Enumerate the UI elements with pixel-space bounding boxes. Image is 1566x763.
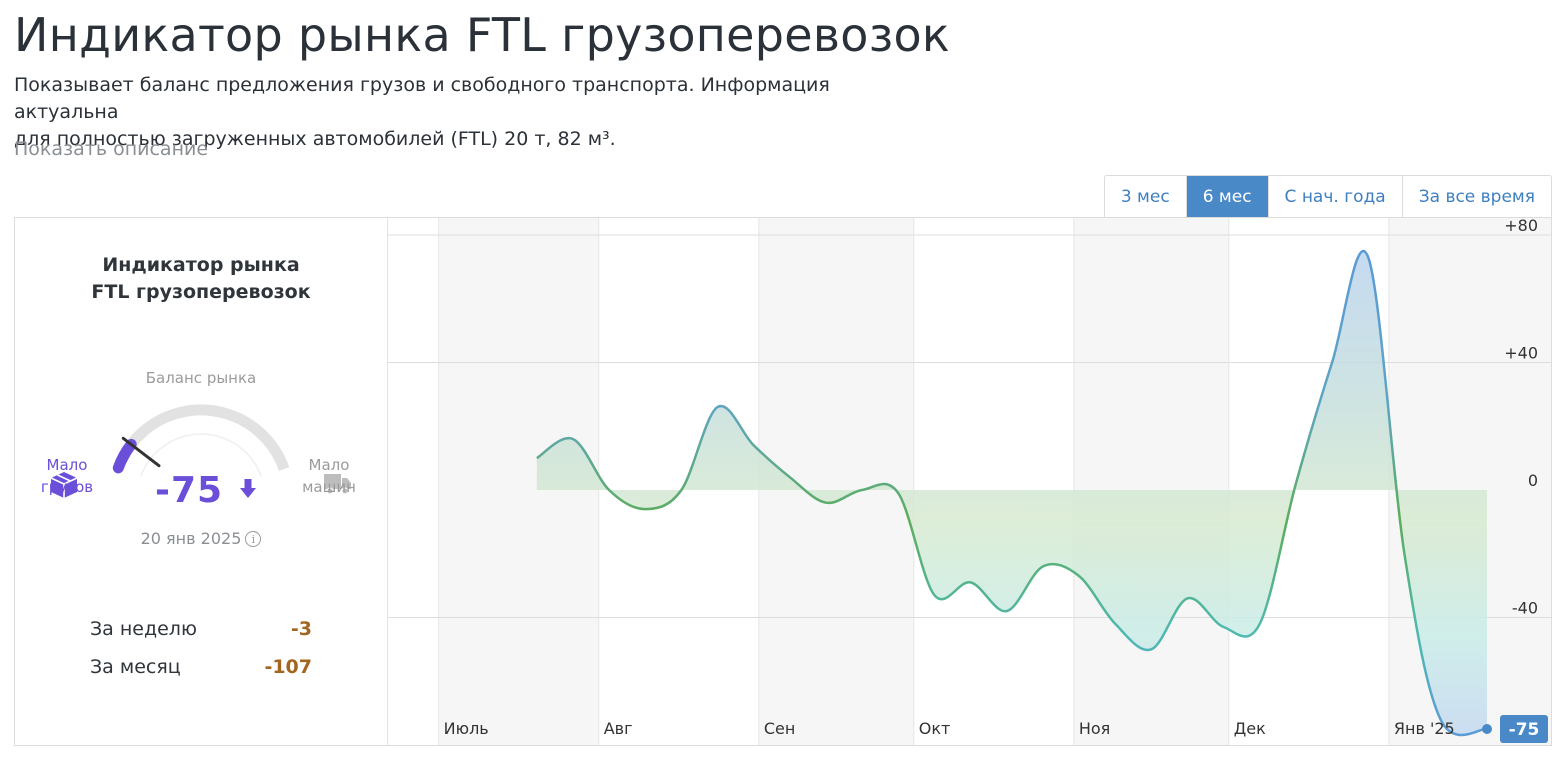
- data-point: [642, 506, 648, 512]
- data-point: [1040, 563, 1046, 569]
- x-tick-label: Дек: [1234, 719, 1266, 738]
- month-change-label: За месяц: [90, 656, 181, 678]
- x-tick-label: Авг: [604, 719, 633, 738]
- gauge-value: -75: [155, 470, 257, 511]
- gauge-date-text: 20 янв 2025: [140, 529, 242, 548]
- gauge-fill: [112, 438, 137, 474]
- y-tick-label: +40: [1504, 343, 1538, 362]
- market-balance-gauge: [50, 404, 351, 498]
- x-tick-labels: Июль Авг Сен Окт Ноя Дек Янв '25: [444, 719, 1455, 738]
- y-tick-label: 0: [1528, 471, 1538, 490]
- y-tick-label: -40: [1512, 598, 1538, 617]
- data-point: [1329, 359, 1335, 365]
- indicator-panel: Индикатор рынка FTL грузоперевозок Балан…: [14, 217, 1552, 746]
- data-point: [1184, 595, 1190, 601]
- current-value-marker: -75: [1482, 715, 1548, 743]
- x-tick-label: Окт: [919, 719, 951, 738]
- current-value-badge: [1500, 715, 1548, 743]
- data-point: [1076, 573, 1082, 579]
- gauge-track: [112, 404, 290, 472]
- arrow-down-icon: [239, 479, 256, 498]
- truck-icon: [324, 474, 351, 495]
- y-tick-label: +80: [1504, 218, 1538, 235]
- data-point: [1148, 646, 1154, 652]
- x-tick-label: Ноя: [1079, 719, 1110, 738]
- x-tick-label: Сен: [764, 719, 795, 738]
- description-line-2: для полностью загруженных автомобилей (F…: [14, 128, 616, 150]
- gauge-panel: Индикатор рынка FTL грузоперевозок Балан…: [15, 218, 388, 745]
- show-description-link[interactable]: Показать описание: [14, 138, 209, 160]
- y-tick-labels: +80 +40 0 -40: [1504, 218, 1538, 617]
- description-line-1: Показывает баланс предложения грузов и с…: [14, 74, 830, 123]
- data-point: [787, 474, 793, 480]
- data-point: [968, 579, 974, 585]
- tab-all-time[interactable]: За все время: [1401, 176, 1551, 218]
- page-description: Показывает баланс предложения грузов и с…: [14, 72, 934, 153]
- tab-3-months[interactable]: 3 мес: [1104, 176, 1186, 218]
- data-point: [678, 487, 684, 493]
- box-icon: [50, 472, 78, 498]
- gauge-date: 20 янв 2025 i: [15, 529, 387, 548]
- data-point: [570, 436, 576, 442]
- month-band: [1073, 218, 1229, 745]
- series-area: [536, 251, 1487, 735]
- info-icon[interactable]: i: [245, 531, 262, 547]
- data-point: [606, 487, 612, 493]
- period-tabs: 3 мес 6 мес С нач. года За все время: [1103, 175, 1552, 218]
- gauge-title-line-1: Индикатор рынка: [102, 254, 300, 276]
- data-point: [1221, 624, 1227, 630]
- current-value-dot: [1482, 724, 1492, 734]
- data-point: [751, 442, 757, 448]
- balance-label: Баланс рынка: [145, 369, 257, 387]
- week-change-row: За неделю -3: [90, 618, 312, 640]
- current-value-label: -75: [1509, 720, 1540, 740]
- data-point: [715, 404, 721, 410]
- gauge-title: Индикатор рынка FTL грузоперевозок: [15, 252, 387, 306]
- few-trucks-line-2: машин: [302, 478, 356, 496]
- market-indicator-chart[interactable]: +80 +40 0 -40 Июль Авг Сен Окт Ноя Дек Янв '25 -7…: [387, 218, 1551, 745]
- gauge-track-segment: [255, 427, 290, 472]
- data-point: [895, 490, 901, 496]
- week-change-value: -3: [290, 618, 312, 640]
- month-change-row: За месяц -107: [90, 656, 312, 678]
- data-point: [1365, 254, 1371, 260]
- few-loads-line-2: грузов: [40, 478, 94, 496]
- gauge-needle: [121, 436, 161, 468]
- series-line: [536, 249, 1488, 737]
- data-point: [1112, 621, 1118, 627]
- data-point: [1257, 621, 1263, 627]
- gauge-title-line-2: FTL грузоперевозок: [91, 281, 311, 303]
- month-change-value: -107: [264, 656, 312, 678]
- few-trucks-label: Мало машин: [294, 454, 364, 498]
- few-trucks-line-1: Мало: [308, 456, 350, 474]
- data-point: [1004, 608, 1010, 614]
- data-point: [823, 500, 829, 506]
- data-point: [1293, 481, 1299, 487]
- gauge-inner-arc: [140, 433, 262, 477]
- gauge-track-segment: [219, 406, 265, 438]
- gauge-track-segment: [137, 406, 183, 438]
- tab-6-months[interactable]: 6 мес: [1185, 176, 1268, 218]
- x-tick-label: Июль: [444, 719, 489, 738]
- data-point: [859, 487, 865, 493]
- few-loads-line-1: Мало: [46, 456, 88, 474]
- x-tick-label: Янв '25: [1394, 719, 1455, 738]
- gauge-track-segment: [177, 404, 225, 419]
- week-change-label: За неделю: [90, 618, 197, 640]
- data-point: [1401, 551, 1407, 557]
- data-point: [534, 455, 540, 461]
- few-loads-label: Мало грузов: [32, 454, 102, 498]
- page-title: Индикатор рынка FTL грузоперевозок: [14, 8, 951, 62]
- tab-year-to-date[interactable]: С нач. года: [1267, 176, 1402, 218]
- data-point: [931, 592, 937, 598]
- gauge-value-number: -75: [155, 470, 224, 511]
